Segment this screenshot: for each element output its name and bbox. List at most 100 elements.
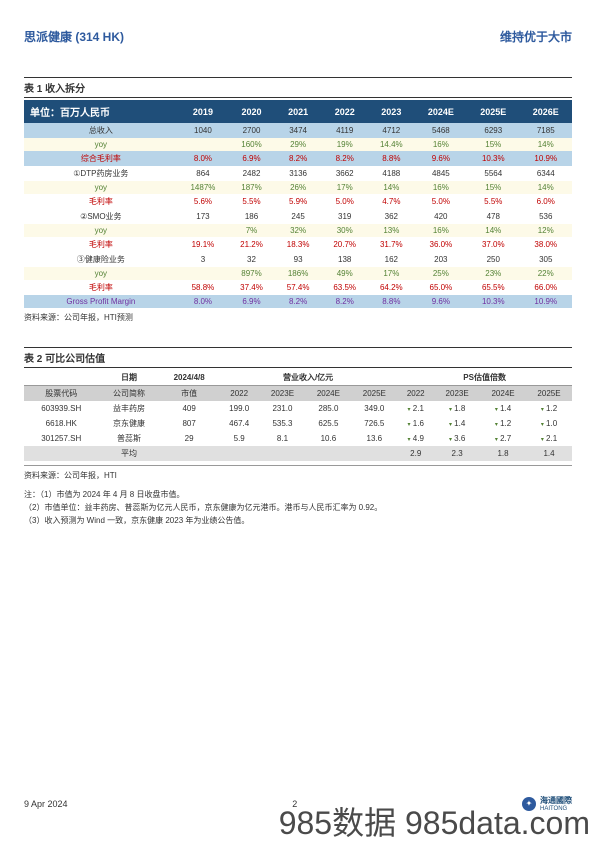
data-cell: 32 [228,252,275,267]
unit-label: 单位：百万人民币 [24,100,178,123]
data-cell: 250 [467,252,519,267]
data-cell [178,138,229,151]
ps-cell: ▾ 1.0 [526,416,572,431]
year-header: 2024E [415,100,467,123]
data-cell: 6.9% [228,151,275,166]
avg-label: 平均 [99,446,160,461]
data-cell: 58.8% [178,280,229,295]
row-label: ②SMO业务 [24,209,178,224]
data-cell: 9.6% [415,295,467,308]
data-cell: 15% [467,181,519,194]
data-cell: 14.4% [368,138,415,151]
data-cell: 16% [415,181,467,194]
col-date: 日期 [99,370,160,386]
note-line: 注：（1）市值为 2024 年 4 月 8 日收盘市值。 [24,489,572,502]
data-cell: 5.5% [467,194,519,209]
data-cell: 8.8% [368,151,415,166]
row-label: yoy [24,181,178,194]
data-cell: 285.0 [305,401,351,416]
col-date-val: 2024/4/8 [159,370,218,386]
data-cell: 8.2% [321,295,368,308]
data-cell: 65.5% [467,280,519,295]
data-cell: 186 [228,209,275,224]
col-header: 2023E [260,386,306,402]
data-cell: 16% [415,224,467,237]
year-header: 2019 [178,100,229,123]
data-cell: 益丰药房 [99,401,160,416]
data-cell: 726.5 [351,416,397,431]
ps-cell: ▾ 2.1 [397,401,434,416]
col-header: 2022 [219,386,260,402]
data-cell: 23% [467,267,519,280]
data-cell: 5.6% [178,194,229,209]
row-label: yoy [24,267,178,280]
data-cell: 362 [368,209,415,224]
col-ps-group: PS估值倍数 [397,370,572,386]
data-cell: 535.3 [260,416,306,431]
row-label: yoy [24,224,178,237]
note-line: （2）市值单位：益丰药房、普蕊斯为亿元人民币，京东健康为亿元港币。港币与人民币汇… [24,502,572,515]
data-cell: 22% [520,267,573,280]
data-cell: 14% [520,181,573,194]
row-label: 综合毛利率 [24,151,178,166]
year-header: 2020 [228,100,275,123]
ps-cell: ▾ 2.7 [480,431,526,446]
col-header: 2024E [305,386,351,402]
rating-label: 维持优于大市 [500,28,572,45]
data-cell: 6618.HK [24,416,99,431]
year-header: 2026E [520,100,573,123]
row-label: 毛利率 [24,237,178,252]
data-cell: 864 [178,166,229,181]
data-cell: 187% [228,181,275,194]
table1-source: 资料来源：公司年报，HTI预测 [24,312,572,323]
data-cell: 3136 [275,166,322,181]
average-row: 平均2.92.31.81.4 [24,446,572,461]
data-cell: 5564 [467,166,519,181]
table-row: 301257.SH普蕊斯295.98.110.613.6▾ 4.9▾ 3.6▾ … [24,431,572,446]
ps-cell: ▾ 1.2 [526,401,572,416]
data-cell: 625.5 [305,416,351,431]
data-cell: 19.1% [178,237,229,252]
page-header: 思派健康 (314 HK) 维持优于大市 [24,28,572,45]
data-cell: 3662 [321,166,368,181]
data-cell: 807 [159,416,218,431]
data-cell: 4188 [368,166,415,181]
data-cell: 9.6% [415,151,467,166]
avg-cell: 1.8 [480,446,526,461]
data-cell: 10.6 [305,431,351,446]
data-cell: 8.0% [178,295,229,308]
data-cell [178,224,229,237]
table2-notes: 注：（1）市值为 2024 年 4 月 8 日收盘市值。（2）市值单位：益丰药房… [24,489,572,527]
data-cell: 7% [228,224,275,237]
year-header: 2023 [368,100,415,123]
data-cell: 4.7% [368,194,415,209]
data-cell: 15% [467,138,519,151]
data-cell: 25% [415,267,467,280]
ps-cell: ▾ 2.1 [526,431,572,446]
data-cell: 4712 [368,123,415,138]
row-label: 总收入 [24,123,178,138]
data-cell: 京东健康 [99,416,160,431]
data-cell: 49% [321,267,368,280]
data-cell: 319 [321,209,368,224]
row-label: yoy [24,138,178,151]
data-cell: 173 [178,209,229,224]
data-cell: 160% [228,138,275,151]
data-cell: 5468 [415,123,467,138]
data-cell: 13% [368,224,415,237]
year-header: 2025E [467,100,519,123]
data-cell: 603939.SH [24,401,99,416]
data-cell: 30% [321,224,368,237]
col-header: 2023E [434,386,480,402]
data-cell: 6.9% [228,295,275,308]
ps-cell: ▾ 1.6 [397,416,434,431]
watermark: 985数据 985data.com [279,798,590,844]
data-cell: 29 [159,431,218,446]
row-label: ③健康险业务 [24,252,178,267]
data-cell: 3474 [275,123,322,138]
col-header: 市值 [159,386,218,402]
data-cell: 3 [178,252,229,267]
data-cell: 1487% [178,181,229,194]
data-cell: 21.2% [228,237,275,252]
data-cell: 1040 [178,123,229,138]
